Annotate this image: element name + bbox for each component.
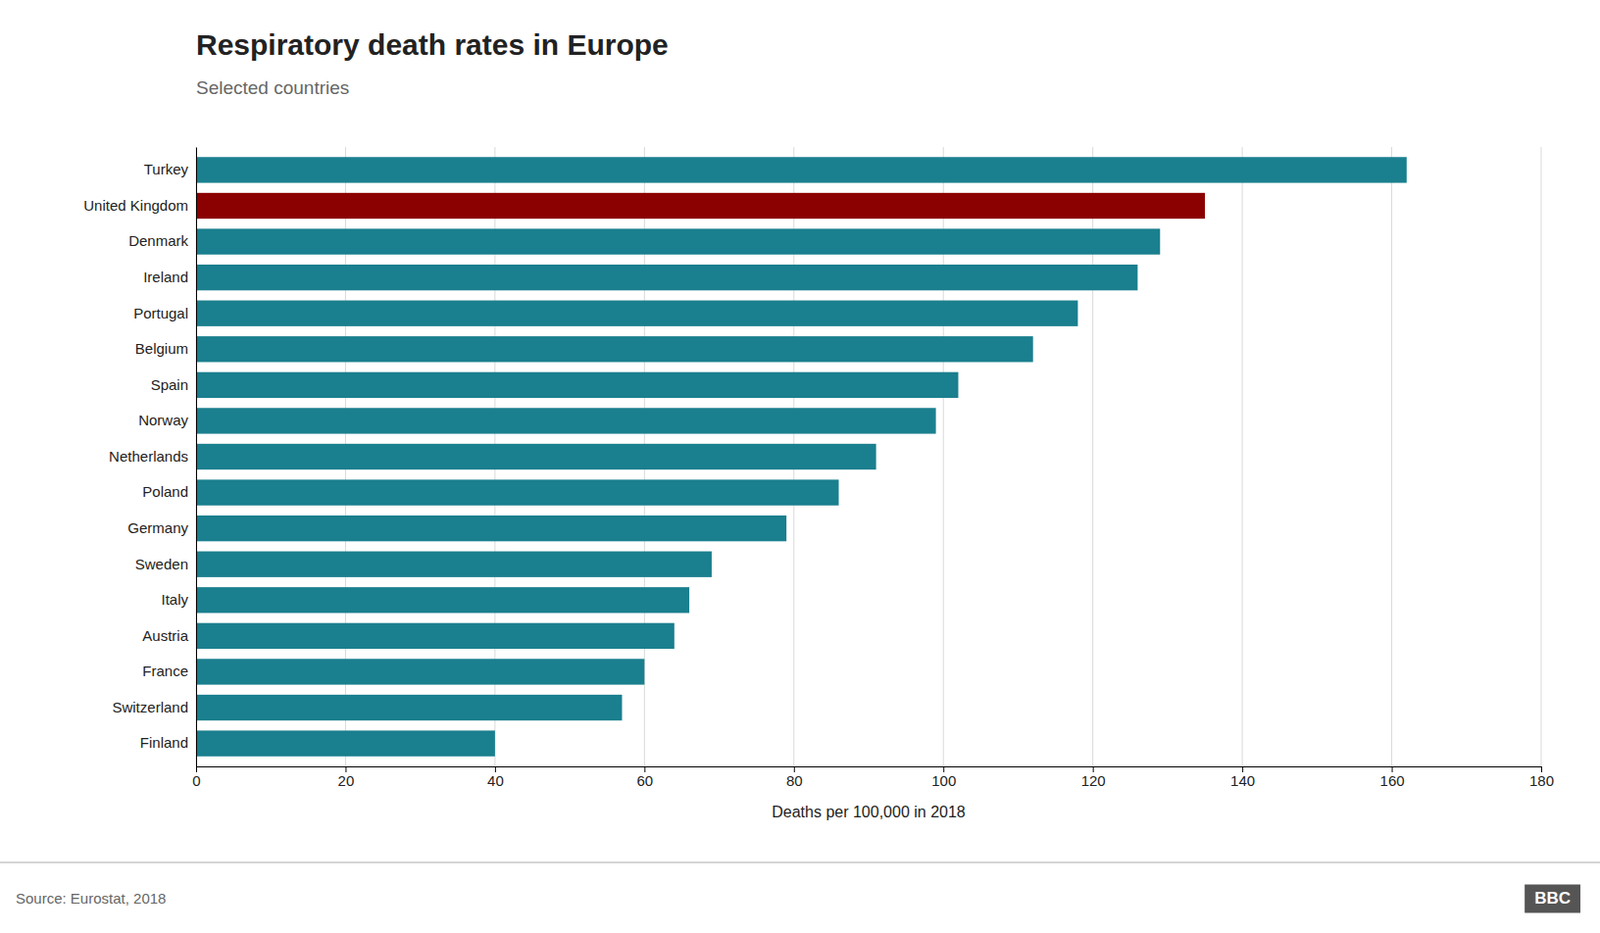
bar bbox=[196, 407, 937, 434]
y-tick: Netherlands bbox=[108, 448, 189, 465]
x-tick-label: 40 bbox=[487, 772, 504, 790]
y-tick: Ireland bbox=[143, 268, 189, 286]
logo: BBC bbox=[1524, 884, 1581, 913]
y-tick: Poland bbox=[142, 483, 189, 500]
bar bbox=[196, 264, 1138, 291]
source: Source: Eurostat, 2018 bbox=[15, 890, 166, 907]
y-tick: Turkey bbox=[144, 160, 190, 178]
x-tick: 120 bbox=[1081, 766, 1106, 790]
y-tick-label: Italy bbox=[160, 591, 189, 608]
x-tick-label: 100 bbox=[931, 772, 956, 790]
bar bbox=[196, 336, 1034, 362]
y-tick: Switzerland bbox=[111, 699, 189, 716]
logo-text: BBC bbox=[1534, 889, 1571, 908]
grid bbox=[196, 147, 1542, 767]
separator bbox=[0, 862, 1600, 864]
chart: Respiratory death rates in Europe Selecte… bbox=[0, 0, 1600, 933]
y-tick: Portugal bbox=[133, 304, 189, 322]
y-tick: Spain bbox=[150, 376, 189, 394]
x-tick: 180 bbox=[1529, 766, 1554, 790]
x-tick: 0 bbox=[192, 766, 200, 790]
x-tick-label: 160 bbox=[1380, 772, 1405, 790]
y-tick-label: Switzerland bbox=[111, 699, 189, 716]
bar bbox=[196, 695, 622, 721]
y-axis-line bbox=[196, 148, 198, 768]
y-tick: Finland bbox=[140, 734, 189, 751]
bar bbox=[196, 228, 1160, 254]
y-tick-label: Poland bbox=[142, 483, 189, 500]
x-tick-label: 80 bbox=[786, 772, 803, 790]
y-tick-label: France bbox=[142, 662, 189, 680]
x-axis-line bbox=[197, 767, 1543, 774]
y-tick-label: Austria bbox=[142, 627, 189, 645]
x-tick-label: 180 bbox=[1529, 772, 1554, 790]
bars bbox=[196, 156, 1407, 757]
y-tick-label: Finland bbox=[140, 734, 189, 751]
x-tick: 140 bbox=[1230, 766, 1255, 790]
bar bbox=[196, 515, 787, 542]
x-tick: 100 bbox=[931, 766, 956, 790]
y-tick-label: Norway bbox=[138, 411, 189, 429]
bar bbox=[196, 156, 1407, 183]
x-tick-label: 20 bbox=[338, 772, 355, 790]
grid-line bbox=[1242, 147, 1244, 767]
y-tick-label: Portugal bbox=[133, 304, 189, 322]
grid-line bbox=[1541, 147, 1543, 767]
x-tick: 160 bbox=[1380, 766, 1405, 790]
y-tick-label: Ireland bbox=[143, 268, 189, 286]
y-tick-label: Sweden bbox=[135, 555, 189, 573]
y-tick: Austria bbox=[142, 627, 189, 645]
y-tick: Italy bbox=[160, 591, 189, 608]
x-tick: 40 bbox=[487, 766, 504, 790]
x-axis-title: Deaths per 100,000 in 2018 bbox=[771, 803, 966, 821]
y-tick-label: Turkey bbox=[144, 160, 190, 178]
x-tick: 20 bbox=[338, 766, 355, 790]
title: Respiratory death rates in Europe bbox=[196, 28, 669, 61]
y-axis: Finland Switzerland France Austria Italy Swed… bbox=[83, 148, 197, 768]
x-tick: 60 bbox=[636, 766, 653, 790]
x-axis: 0 20 40 60 80 100 120 140 160 180 bbox=[192, 766, 1554, 790]
y-tick: France bbox=[142, 662, 189, 680]
bar bbox=[196, 479, 840, 505]
x-tick-label: 0 bbox=[192, 772, 200, 790]
bar bbox=[196, 730, 496, 756]
bar bbox=[196, 551, 712, 578]
subtitle: Selected countries bbox=[196, 77, 350, 99]
y-tick: Norway bbox=[138, 411, 189, 429]
bar bbox=[196, 623, 675, 650]
y-tick-label: Denmark bbox=[128, 232, 189, 250]
grid-line bbox=[196, 147, 198, 767]
bar bbox=[196, 444, 877, 470]
grid-line bbox=[1391, 147, 1393, 767]
bar bbox=[196, 372, 958, 399]
y-tick-label: Netherlands bbox=[108, 448, 189, 465]
x-tick-label: 140 bbox=[1230, 772, 1255, 790]
bar bbox=[196, 300, 1078, 327]
y-tick-label: Spain bbox=[150, 376, 189, 394]
x-tick-label: 60 bbox=[636, 772, 653, 790]
y-tick: Sweden bbox=[135, 555, 189, 573]
y-tick: Denmark bbox=[128, 232, 189, 250]
bar bbox=[196, 587, 690, 613]
y-tick: Belgium bbox=[135, 340, 189, 357]
y-tick-label: United Kingdom bbox=[83, 197, 189, 214]
plot: 0 20 40 60 80 100 120 140 160 180 Finland Switzerla… bbox=[83, 147, 1554, 821]
x-tick-label: 120 bbox=[1081, 772, 1106, 790]
y-tick-label: Belgium bbox=[135, 340, 189, 357]
bar bbox=[196, 193, 1205, 219]
x-tick: 80 bbox=[786, 766, 803, 790]
y-tick: Germany bbox=[127, 519, 189, 537]
bar bbox=[196, 658, 645, 685]
logo-box bbox=[1524, 884, 1581, 913]
y-tick-label: Germany bbox=[127, 519, 189, 537]
y-tick: United Kingdom bbox=[83, 197, 189, 214]
